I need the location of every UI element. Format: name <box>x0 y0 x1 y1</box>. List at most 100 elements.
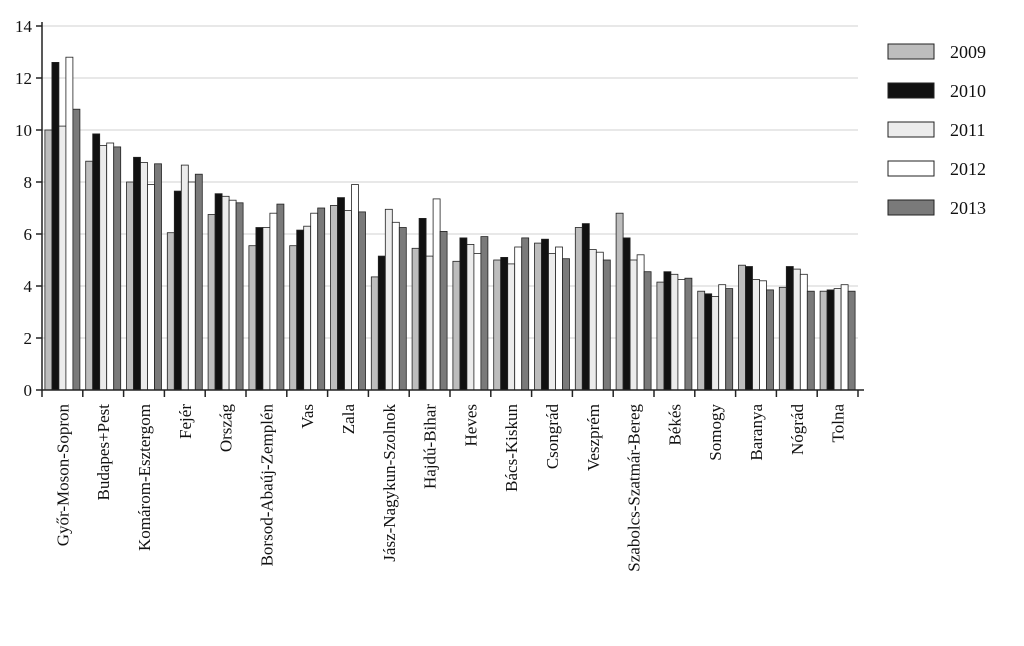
x-tick-label: Győr-Moson-Sopron <box>53 404 72 547</box>
x-tick-label: Tolna <box>829 404 848 443</box>
bar <box>452 260 461 391</box>
bar <box>718 284 727 391</box>
bar <box>398 227 407 391</box>
y-tick-label: 2 <box>24 329 33 348</box>
bar <box>140 162 148 391</box>
bar <box>85 160 94 391</box>
x-tick-label: Bács-Kiskun <box>502 404 521 492</box>
gridlines <box>42 25 858 339</box>
x-tick-label: Zala <box>339 404 358 435</box>
legend-label: 2010 <box>950 81 986 101</box>
bar <box>562 258 570 391</box>
bar <box>548 253 556 391</box>
bar <box>370 276 379 391</box>
y-tick-label: 6 <box>24 225 33 244</box>
bar <box>759 280 767 391</box>
y-tick-label: 10 <box>15 121 32 140</box>
x-tick-label: Jász-Nagykun-Szolnok <box>380 404 399 562</box>
bar <box>466 243 475 391</box>
bar <box>752 279 760 391</box>
bar <box>173 190 182 391</box>
bar <box>704 293 713 391</box>
bar <box>65 56 74 391</box>
bar <box>58 125 67 391</box>
bar <box>384 208 393 391</box>
bar <box>656 281 665 391</box>
bar <box>194 173 203 391</box>
bar <box>677 279 686 391</box>
bar <box>425 255 434 391</box>
bar <box>228 199 237 391</box>
bar <box>541 238 549 391</box>
y-tick-label: 4 <box>24 277 33 296</box>
bar <box>289 245 298 391</box>
bar <box>214 193 223 391</box>
bar <box>473 253 482 391</box>
bar <box>154 163 162 391</box>
bar <box>792 268 801 391</box>
bar <box>418 217 427 391</box>
bar <box>778 286 787 391</box>
x-tick-label: Heves <box>461 404 480 446</box>
bar <box>459 237 468 391</box>
bar <box>276 203 285 391</box>
legend-label: 2009 <box>950 42 986 62</box>
bar <box>207 214 216 391</box>
x-tick-label: Budapes+Pest <box>94 404 113 501</box>
bar <box>847 290 856 391</box>
x-tick-label: Szabolcs-Szatmár-Bereg <box>625 404 644 572</box>
bar <box>133 156 141 391</box>
bar <box>248 245 257 391</box>
legend: 2009 2010 2011 2012 2013 <box>887 42 986 218</box>
x-tick-label: Ország <box>217 404 236 453</box>
bar <box>72 108 81 391</box>
y-tick-label: 14 <box>15 17 33 36</box>
legend-swatch <box>887 121 935 138</box>
x-tick-label: Nógrád <box>788 404 807 455</box>
legend-swatch <box>887 160 935 177</box>
legend-label: 2011 <box>950 120 985 140</box>
bar <box>799 273 808 391</box>
bar <box>663 271 672 391</box>
y-tick-label: 12 <box>15 69 32 88</box>
bar <box>684 277 693 391</box>
bar <box>391 221 400 391</box>
bar <box>187 181 196 391</box>
bar <box>99 145 108 391</box>
bar <box>113 146 122 391</box>
x-tick-label: Vas <box>298 404 317 429</box>
y-tick-label: 8 <box>24 173 33 192</box>
x-tick-label: Somogy <box>706 404 725 461</box>
bar <box>255 227 264 391</box>
x-axis-ticks: Győr-Moson-Sopron Budapes+Pest Komárom-Esz… <box>41 390 859 572</box>
bar <box>629 259 638 391</box>
bar <box>711 295 720 391</box>
bar <box>310 212 319 391</box>
bar <box>670 273 679 391</box>
bar <box>269 212 278 391</box>
bar <box>344 210 352 391</box>
x-tick-label: Borsod-Abaúj-Zemplén <box>257 404 276 567</box>
bar <box>806 290 815 391</box>
bar <box>221 195 230 391</box>
bar <box>480 236 489 391</box>
bar <box>615 212 624 391</box>
bar <box>725 288 734 391</box>
bar <box>819 290 828 391</box>
legend-swatch <box>887 43 935 60</box>
bar <box>262 227 271 391</box>
bar <box>411 247 420 391</box>
bar <box>147 184 155 391</box>
bar <box>588 249 597 391</box>
legend-label: 2013 <box>950 198 986 218</box>
bar <box>106 142 115 391</box>
bar <box>697 290 706 391</box>
legend-label: 2012 <box>950 159 986 179</box>
bar <box>51 62 60 391</box>
bar <box>126 181 134 391</box>
bar <box>439 230 448 391</box>
bar <box>358 211 366 391</box>
bars <box>44 56 856 391</box>
bar <box>833 288 842 391</box>
